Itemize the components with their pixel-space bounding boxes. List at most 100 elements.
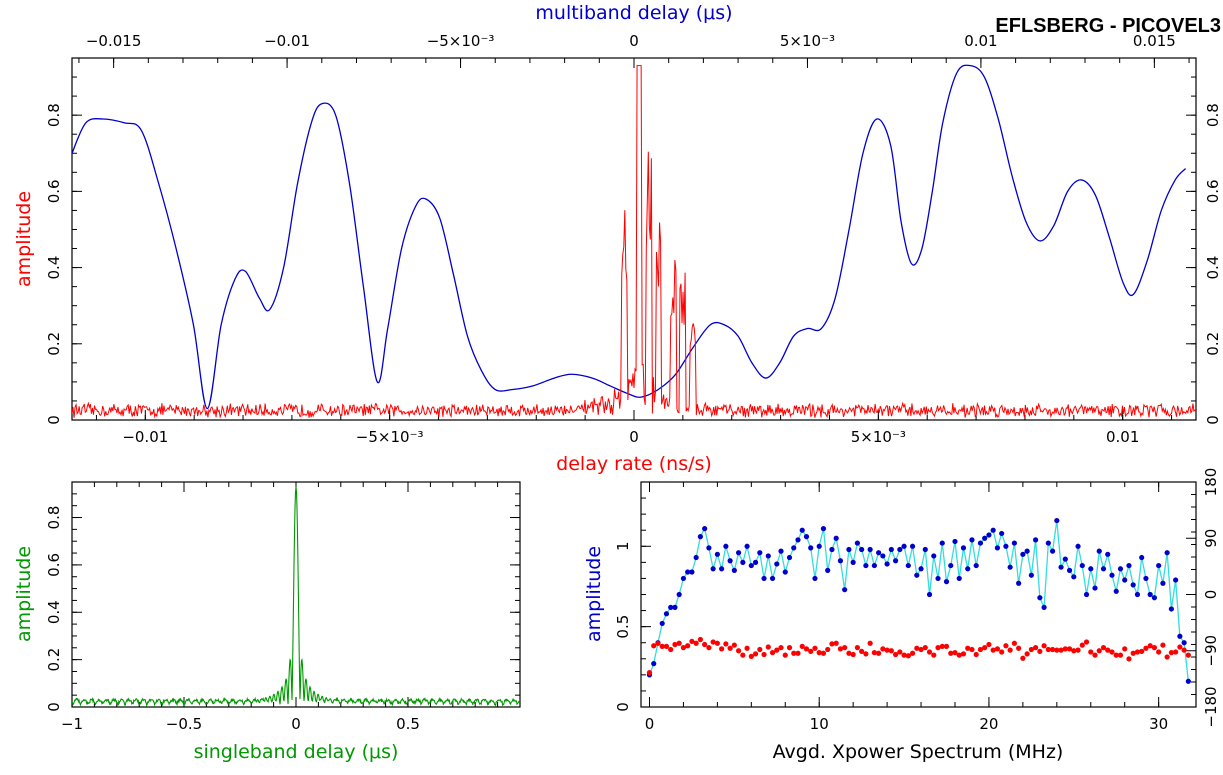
amplitude-point xyxy=(659,620,665,627)
amplitude-point xyxy=(778,548,784,554)
amplitude-point xyxy=(1143,575,1149,582)
phase-point xyxy=(1016,645,1022,651)
amplitude-point xyxy=(1096,548,1102,554)
amplitude-point xyxy=(850,559,856,565)
top-ytick-label-right: 0.6 xyxy=(1204,179,1222,203)
amplitude-point xyxy=(982,535,988,541)
amplitude-point xyxy=(888,546,894,553)
amplitude-point xyxy=(735,550,742,556)
phase-point xyxy=(1045,646,1051,653)
amplitude-point xyxy=(922,546,928,553)
amplitude-point xyxy=(1045,540,1051,546)
amplitude-point xyxy=(697,534,704,540)
amplitude-point xyxy=(731,567,737,573)
phase-point xyxy=(918,646,924,653)
delay-rate-line xyxy=(72,65,1196,419)
singleband-tick-labels: −1 −0.5 0 0.5 0 0.2 0.4 0.6 0.8 xyxy=(45,506,420,733)
amplitude-point xyxy=(693,554,699,561)
br-ytick-label: 0 xyxy=(614,702,632,712)
phase-point xyxy=(680,645,687,651)
top-ytick-label: 0.4 xyxy=(45,256,63,280)
phase-point xyxy=(854,645,860,651)
phase-point xyxy=(1109,649,1115,655)
phase-point xyxy=(1024,651,1030,657)
amplitude-point xyxy=(803,534,810,540)
phase-point xyxy=(1062,646,1068,652)
phase-point xyxy=(901,652,907,658)
amplitude-point xyxy=(774,561,780,567)
amplitude-point xyxy=(1011,540,1017,546)
phase-point xyxy=(909,650,916,656)
xpower-panel: 0 10 20 30 0 0.5 1 −180 −90 0 90 180 amplitude Avgd… xyxy=(583,468,1220,763)
top-ytick-label: 0 xyxy=(45,415,63,425)
amplitude-point xyxy=(969,537,975,543)
phase-point xyxy=(1143,645,1149,651)
amplitude-point xyxy=(714,551,720,557)
top-x2tick-label: −0.015 xyxy=(86,32,142,50)
multiband-delay-line xyxy=(72,64,1187,410)
amplitude-point xyxy=(952,538,958,545)
amplitude-point xyxy=(846,546,852,553)
amplitude-point xyxy=(663,611,670,617)
phase-point xyxy=(863,651,869,657)
phase-point xyxy=(786,645,793,651)
phase-point xyxy=(1092,652,1098,658)
amplitude-point xyxy=(1075,543,1081,549)
amplitude-point xyxy=(676,591,682,598)
amplitude-point xyxy=(884,561,890,567)
phase-point xyxy=(731,642,737,648)
phase-point xyxy=(727,645,733,651)
phase-point xyxy=(986,641,992,648)
phase-point xyxy=(1066,646,1073,652)
amplitude-point xyxy=(926,591,933,598)
amplitude-point xyxy=(1130,582,1136,588)
amplitude-point xyxy=(956,575,962,582)
amplitude-point xyxy=(1156,562,1162,569)
phase-point xyxy=(1007,647,1013,653)
amplitude-point xyxy=(1033,537,1039,543)
amplitude-point xyxy=(918,566,924,572)
bl-ytick-label: 0.8 xyxy=(45,506,63,530)
br-y2tick-label: −180 xyxy=(1202,686,1220,727)
amplitude-point xyxy=(719,566,725,572)
amplitude-point xyxy=(1177,633,1183,639)
phase-point xyxy=(1173,649,1179,655)
phase-point xyxy=(816,650,822,656)
amplitude-point xyxy=(854,540,860,546)
phase-point xyxy=(808,648,814,654)
top-x2tick-label: 0.015 xyxy=(1133,32,1176,50)
amplitude-point xyxy=(1181,640,1187,646)
xpower-ylabel: amplitude xyxy=(583,546,605,642)
amplitude-point xyxy=(1049,548,1056,554)
phase-point xyxy=(723,641,729,647)
phase-point xyxy=(1083,639,1090,645)
amplitude-point xyxy=(914,572,920,578)
amplitude-point xyxy=(808,545,814,551)
phase-point xyxy=(922,645,928,651)
phase-point xyxy=(876,650,882,656)
phase-point xyxy=(1020,655,1026,661)
top-x2tick-label: 5×10⁻³ xyxy=(780,32,835,50)
amplitude-point xyxy=(1092,585,1098,591)
top-ytick-label: 0.2 xyxy=(45,332,63,356)
phase-point xyxy=(1185,652,1191,658)
phase-point xyxy=(1041,643,1047,649)
singleband-ticks xyxy=(71,482,521,708)
amplitude-point xyxy=(931,553,937,559)
amplitude-point xyxy=(748,562,754,569)
phase-point xyxy=(1160,642,1166,648)
phase-point xyxy=(867,640,873,646)
phase-point xyxy=(871,650,877,656)
phase-point xyxy=(1033,645,1039,651)
phase-point xyxy=(829,641,835,647)
amplitude-point xyxy=(1024,548,1030,554)
phase-point xyxy=(1100,645,1107,651)
phase-point xyxy=(943,643,950,649)
amplitude-point xyxy=(668,604,674,610)
amplitude-point xyxy=(1088,566,1094,572)
phase-point xyxy=(1071,648,1077,654)
amplitude-point xyxy=(816,543,822,549)
top-xtick-label: 5×10⁻³ xyxy=(851,428,906,446)
amplitude-line xyxy=(648,520,1190,682)
